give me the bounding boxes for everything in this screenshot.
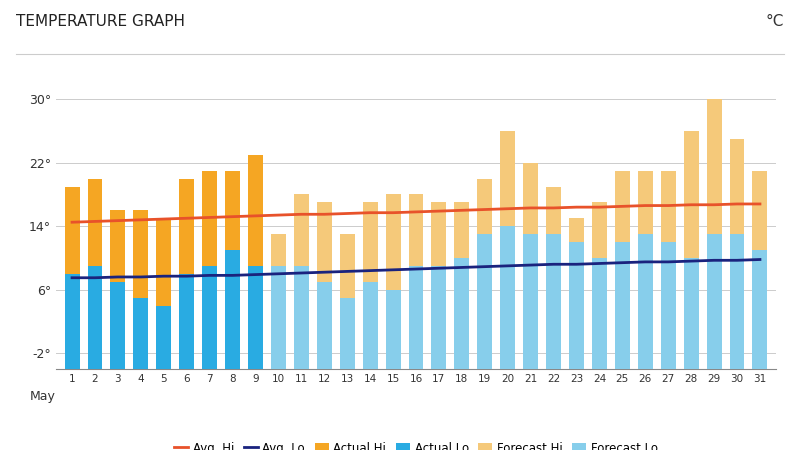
Bar bbox=[202, 171, 217, 369]
Bar bbox=[706, 234, 722, 369]
Bar bbox=[409, 266, 423, 369]
Text: May: May bbox=[30, 390, 56, 403]
Bar bbox=[110, 282, 126, 369]
Bar bbox=[317, 282, 332, 369]
Bar bbox=[134, 297, 148, 369]
Bar bbox=[546, 186, 561, 369]
Bar bbox=[65, 186, 79, 369]
Bar bbox=[753, 171, 767, 369]
Bar bbox=[225, 250, 240, 369]
Bar bbox=[340, 234, 354, 369]
Bar bbox=[684, 258, 698, 369]
Bar bbox=[317, 202, 332, 369]
Bar bbox=[592, 258, 607, 369]
Bar bbox=[500, 131, 515, 369]
Bar bbox=[638, 234, 653, 369]
Bar bbox=[362, 202, 378, 369]
Bar bbox=[569, 242, 584, 369]
Bar bbox=[615, 171, 630, 369]
Bar bbox=[431, 266, 446, 369]
Bar bbox=[179, 274, 194, 369]
Bar bbox=[661, 242, 676, 369]
Bar bbox=[110, 210, 126, 369]
Bar bbox=[638, 171, 653, 369]
Bar bbox=[362, 282, 378, 369]
Bar bbox=[87, 266, 102, 369]
Bar bbox=[706, 99, 722, 369]
Bar bbox=[271, 266, 286, 369]
Bar bbox=[661, 171, 676, 369]
Bar bbox=[386, 290, 401, 369]
Text: TEMPERATURE GRAPH: TEMPERATURE GRAPH bbox=[16, 14, 185, 28]
Bar bbox=[454, 202, 470, 369]
Bar bbox=[386, 194, 401, 369]
Bar bbox=[454, 258, 470, 369]
Bar bbox=[478, 234, 492, 369]
Bar bbox=[202, 266, 217, 369]
Bar bbox=[478, 179, 492, 369]
Bar bbox=[340, 297, 354, 369]
Bar bbox=[500, 226, 515, 369]
Bar bbox=[523, 234, 538, 369]
Bar bbox=[294, 266, 309, 369]
Bar bbox=[730, 139, 745, 369]
Bar bbox=[730, 234, 745, 369]
Bar bbox=[271, 234, 286, 369]
Bar bbox=[248, 266, 263, 369]
Bar bbox=[156, 218, 171, 369]
Text: °C: °C bbox=[766, 14, 784, 28]
Bar bbox=[134, 210, 148, 369]
Bar bbox=[225, 171, 240, 369]
Bar bbox=[569, 218, 584, 369]
Bar bbox=[87, 179, 102, 369]
Bar bbox=[431, 202, 446, 369]
Bar bbox=[156, 306, 171, 369]
Bar bbox=[65, 274, 79, 369]
Legend: Avg. Hi, Avg. Lo, Actual Hi, Actual Lo, Forecast Hi, Forecast Lo: Avg. Hi, Avg. Lo, Actual Hi, Actual Lo, … bbox=[169, 437, 663, 450]
Bar bbox=[592, 202, 607, 369]
Bar bbox=[523, 163, 538, 369]
Bar bbox=[179, 179, 194, 369]
Bar bbox=[546, 234, 561, 369]
Bar bbox=[294, 194, 309, 369]
Bar bbox=[248, 155, 263, 369]
Bar bbox=[753, 250, 767, 369]
Bar bbox=[684, 131, 698, 369]
Bar bbox=[615, 242, 630, 369]
Bar bbox=[409, 194, 423, 369]
